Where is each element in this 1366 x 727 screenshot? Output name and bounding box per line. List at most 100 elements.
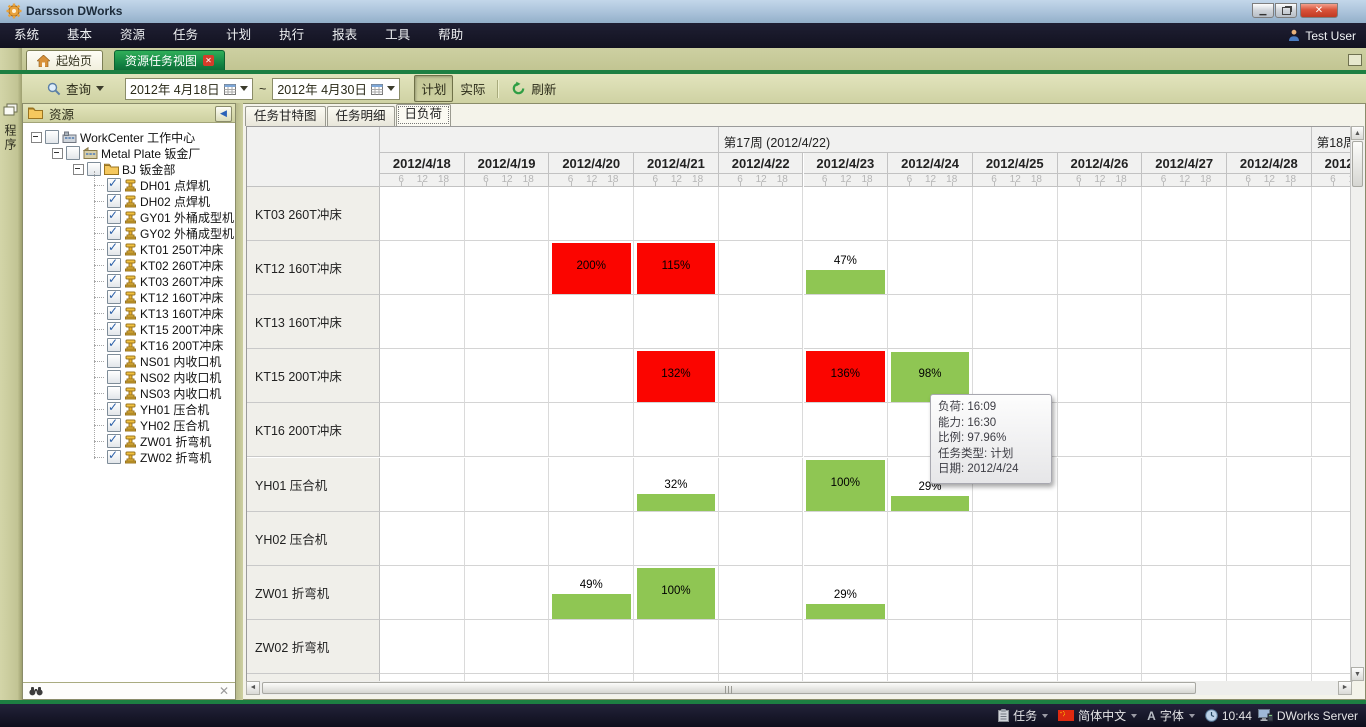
collapse-panel-button[interactable]: ◀ <box>215 106 232 122</box>
checkbox-checked[interactable] <box>107 256 121 272</box>
tree-item-ZW02[interactable]: ZW02 折弯机 <box>94 448 211 465</box>
tree-item-Metal[interactable]: Metal Plate 钣金厂 <box>52 145 200 161</box>
menu-item-报表[interactable]: 报表 <box>332 28 358 42</box>
query-dropdown-icon[interactable] <box>96 86 105 91</box>
tree-expander-icon[interactable] <box>31 131 42 143</box>
checkbox-checked[interactable] <box>107 240 121 256</box>
load-bar-100%[interactable] <box>806 459 885 511</box>
load-bar-132%[interactable] <box>636 351 716 403</box>
panel-splitter[interactable] <box>236 103 243 700</box>
checkbox-unchecked[interactable] <box>107 370 121 384</box>
tree-item-KT15[interactable]: KT15 200T冲床 <box>94 320 223 337</box>
scroll-down-icon[interactable]: ▼ <box>1351 667 1364 681</box>
checkbox-checked[interactable] <box>107 272 121 288</box>
checkbox-checked[interactable] <box>107 320 121 336</box>
resource-row-label[interactable]: KT12 160T冲床 <box>247 241 380 296</box>
grid-horizontal-scrollbar[interactable]: ◄ ► <box>246 681 1352 695</box>
status-font-selector[interactable]: A 字体 <box>1147 707 1199 724</box>
date-from-input[interactable]: 2012年 4月18日 <box>125 77 254 100</box>
close-button[interactable]: ✕ <box>1300 3 1338 18</box>
clear-filter-icon[interactable]: ✕ <box>218 684 229 698</box>
resource-row-label[interactable]: KT16 200T冲床 <box>247 403 380 458</box>
tree-expander-icon[interactable] <box>73 163 84 175</box>
plan-toggle-button[interactable]: 计划 <box>414 75 454 102</box>
tab-resource-task-view[interactable]: 资源任务视图 ✕ <box>114 50 226 70</box>
load-bar-29%[interactable] <box>806 603 885 619</box>
program-panel-icon[interactable] <box>3 103 18 117</box>
tree-item-KT16[interactable]: KT16 200T冲床 <box>94 336 223 353</box>
load-bar-200%[interactable] <box>551 243 631 295</box>
checkbox-checked[interactable] <box>107 432 121 448</box>
checkbox-unchecked[interactable] <box>66 146 80 160</box>
checkbox-checked[interactable] <box>107 416 121 432</box>
load-bar-47%[interactable] <box>806 270 885 295</box>
tree-item-DH02[interactable]: DH02 点焊机 <box>94 192 210 209</box>
vertical-scroll-thumb[interactable] <box>1352 141 1363 187</box>
tree-item-DH01[interactable]: DH01 点焊机 <box>94 176 210 193</box>
calendar-icon[interactable] <box>371 83 384 95</box>
menu-item-资源[interactable]: 资源 <box>120 28 146 42</box>
menu-item-执行[interactable]: 执行 <box>279 28 305 42</box>
binoculars-search-icon[interactable] <box>29 686 43 696</box>
load-bar-136%[interactable] <box>806 351 885 403</box>
resource-row-label[interactable]: YH01 压合机 <box>247 457 380 512</box>
checkbox-checked[interactable] <box>107 448 121 464</box>
tree-item-WorkCenter[interactable]: WorkCenter 工作中心 <box>31 129 195 145</box>
resource-row-label[interactable]: ZW02 折弯机 <box>247 619 380 674</box>
tree-item-KT03[interactable]: KT03 260T冲床 <box>94 272 223 289</box>
tab-close-icon[interactable]: ✕ <box>203 55 215 66</box>
view-tab-日负荷[interactable]: 日负荷 <box>395 104 452 126</box>
view-tab-任务甘特图[interactable]: 任务甘特图 <box>245 106 326 126</box>
minimize-button[interactable]: ▁ <box>1252 3 1274 18</box>
tree-expander-icon[interactable] <box>52 147 63 159</box>
tree-item-NS01[interactable]: NS01 内收口机 <box>94 353 221 369</box>
checkbox-checked[interactable] <box>107 208 121 224</box>
checkbox-checked[interactable] <box>107 224 121 240</box>
status-task-selector[interactable]: 任务 <box>998 707 1052 724</box>
menu-item-基本[interactable]: 基本 <box>67 28 93 42</box>
view-tab-任务明细[interactable]: 任务明细 <box>326 106 395 126</box>
user-indicator[interactable]: Test User <box>1288 23 1356 48</box>
date-to-input[interactable]: 2012年 4月30日 <box>272 77 401 100</box>
date-from-dropdown-icon[interactable] <box>240 86 249 91</box>
tree-item-NS03[interactable]: NS03 内收口机 <box>94 385 221 401</box>
checkbox-checked[interactable] <box>107 336 121 352</box>
menu-item-计划[interactable]: 计划 <box>226 28 252 42</box>
load-bar-29%[interactable] <box>890 495 970 511</box>
menu-item-工具[interactable]: 工具 <box>385 28 411 42</box>
tree-item-YH02[interactable]: YH02 压合机 <box>94 416 209 433</box>
tree-item-NS02[interactable]: NS02 内收口机 <box>94 369 221 385</box>
load-bar-115%[interactable] <box>636 243 716 295</box>
checkbox-checked[interactable] <box>107 192 121 208</box>
refresh-button[interactable]: 刷新 <box>504 75 563 102</box>
scroll-left-icon[interactable]: ◄ <box>246 681 260 695</box>
checkbox-checked[interactable] <box>107 176 121 192</box>
grid-vertical-scrollbar[interactable]: ▲ ▼ <box>1350 126 1365 681</box>
scroll-right-icon[interactable]: ► <box>1338 681 1352 695</box>
scroll-up-icon[interactable]: ▲ <box>1351 126 1364 140</box>
menu-item-任务[interactable]: 任务 <box>173 28 199 42</box>
resource-row-label[interactable]: YH02 压合机 <box>247 511 380 566</box>
tree-item-KT01[interactable]: KT01 250T冲床 <box>94 240 223 257</box>
checkbox-checked[interactable] <box>107 288 121 304</box>
resource-row-label[interactable]: KT03 260T冲床 <box>247 187 380 242</box>
checkbox-unchecked[interactable] <box>107 386 121 400</box>
resource-row-label[interactable]: KT13 160T冲床 <box>247 295 380 350</box>
resource-row-label[interactable]: ZW01 折弯机 <box>247 565 380 620</box>
tree-item-ZW01[interactable]: ZW01 折弯机 <box>94 432 211 449</box>
restore-button[interactable] <box>1275 3 1297 18</box>
load-bar-100%[interactable] <box>636 567 716 619</box>
tree-item-GY01[interactable]: GY01 外桶成型机 <box>94 208 234 225</box>
tree-item-KT13[interactable]: KT13 160T冲床 <box>94 304 223 321</box>
menu-item-帮助[interactable]: 帮助 <box>438 28 464 42</box>
horizontal-scroll-thumb[interactable] <box>262 682 1196 694</box>
actual-toggle-button[interactable]: 实际 <box>453 75 492 102</box>
menu-item-系统[interactable]: 系统 <box>14 28 40 42</box>
status-language-selector[interactable]: 简体中文 <box>1058 707 1141 724</box>
checkbox-checked[interactable] <box>107 400 121 416</box>
program-strip-tab[interactable]: 程序 <box>3 124 17 152</box>
tree-item-KT02[interactable]: KT02 260T冲床 <box>94 256 223 273</box>
checkbox-checked[interactable] <box>107 304 121 320</box>
load-bar-32%[interactable] <box>636 494 716 511</box>
tab-list-icon[interactable] <box>1348 54 1362 66</box>
